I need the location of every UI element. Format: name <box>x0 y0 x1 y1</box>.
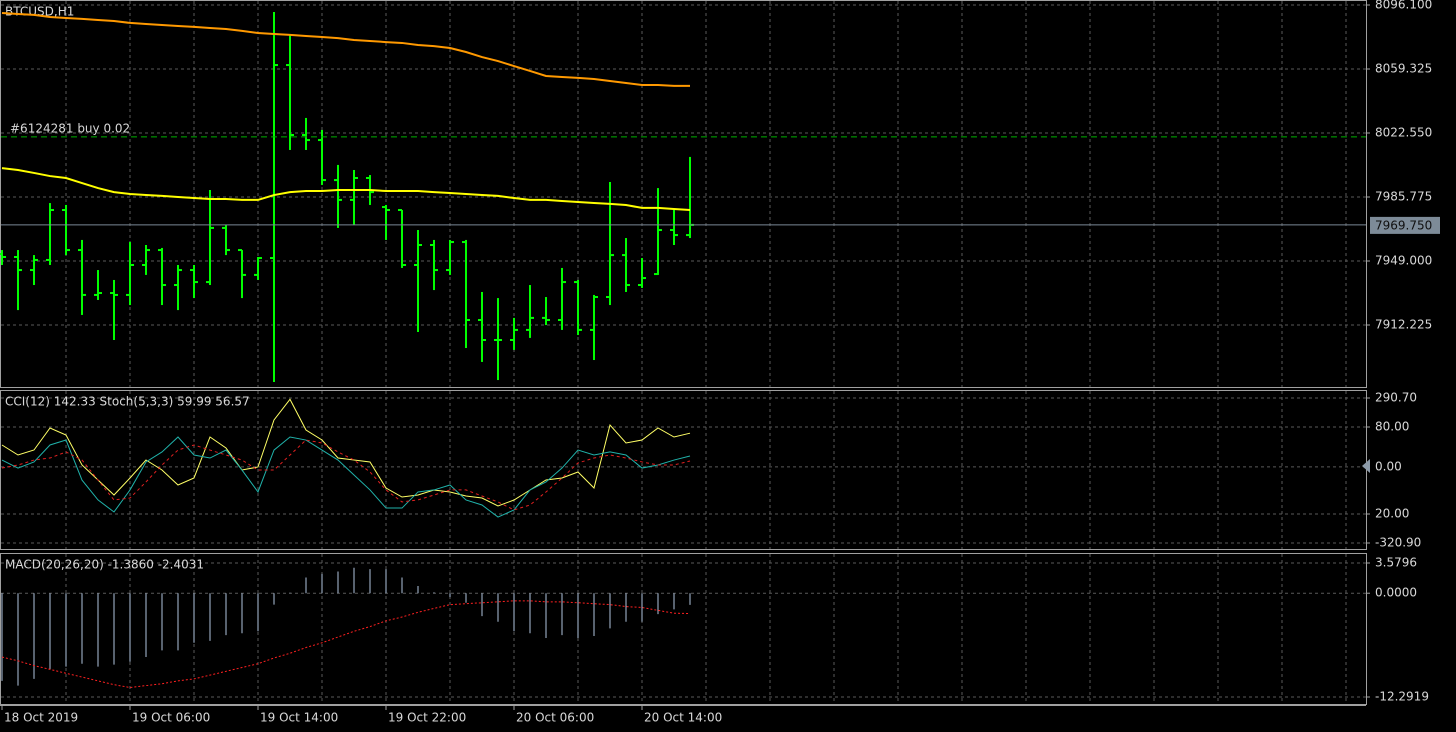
panel-title: CCI(12) 142.33 Stoch(5,3,3) 59.99 56.57 <box>5 395 250 409</box>
y-tick-label: 8022.550 <box>1375 126 1432 140</box>
y-tick-label: 7985.775 <box>1375 190 1432 204</box>
y-tick-label: 7912.225 <box>1375 318 1432 332</box>
y-tick-label: 20.00 <box>1375 507 1409 521</box>
x-tick-label: 19 Oct 06:00 <box>132 711 210 725</box>
x-tick-label: 20 Oct 06:00 <box>516 711 594 725</box>
y-tick-label: 0.00 <box>1375 459 1402 473</box>
level-marker <box>1362 459 1370 473</box>
x-tick-label: 19 Oct 14:00 <box>260 711 338 725</box>
y-tick-label: 8059.325 <box>1375 62 1432 76</box>
y-tick-label: 8096.100 <box>1375 0 1432 12</box>
indicator-line <box>1 12 690 87</box>
panel-frame <box>0 390 1367 550</box>
y-tick-label: -320.90 <box>1375 536 1421 550</box>
panel-title: MACD(20,26,20) -1.3860 -2.4031 <box>5 558 204 572</box>
x-tick-label: 18 Oct 2019 <box>4 711 78 725</box>
y-tick-label: 0.0000 <box>1375 586 1417 600</box>
y-tick-label: 7949.000 <box>1375 254 1432 268</box>
panel-frame <box>0 0 1367 388</box>
price-box <box>1370 216 1440 234</box>
indicator-line <box>1 600 691 689</box>
y-tick-label: 290.70 <box>1375 391 1417 405</box>
y-tick-label: 80.00 <box>1375 420 1409 434</box>
y-tick-label: 3.5796 <box>1375 556 1417 570</box>
price-label: 7969.750 <box>1375 218 1432 232</box>
indicator-line <box>1 167 691 212</box>
y-tick-label: -12.2919 <box>1375 690 1429 704</box>
indicator-line <box>1 439 691 511</box>
indicator-line <box>1 398 691 507</box>
panel-frame <box>0 553 1367 705</box>
x-tick-label: 20 Oct 14:00 <box>644 711 722 725</box>
indicator-line <box>1 436 691 518</box>
order-label: #6124281 buy 0.02 <box>10 121 130 135</box>
x-tick-label: 19 Oct 22:00 <box>388 711 466 725</box>
